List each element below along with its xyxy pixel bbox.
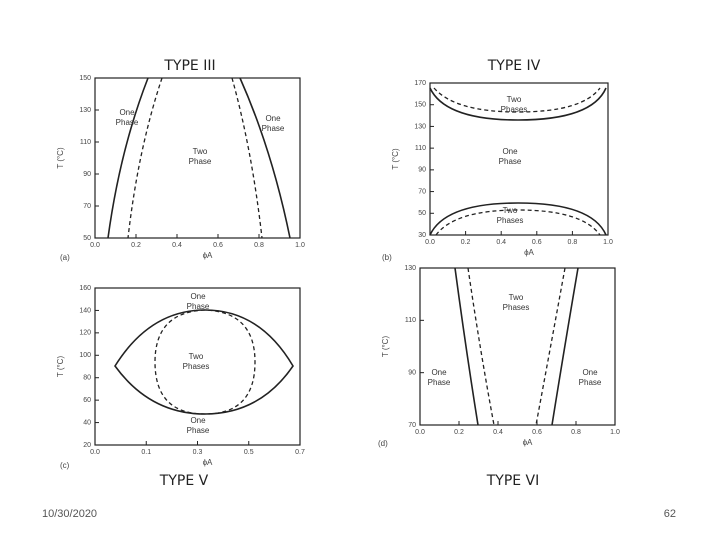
x-tick-label: 0.6 bbox=[532, 239, 542, 246]
y-axis-label: T (°C) bbox=[56, 147, 65, 169]
x-tick-label: 0.0 bbox=[90, 449, 100, 456]
curve bbox=[239, 77, 291, 239]
curve bbox=[454, 267, 479, 426]
panel-label: (d) bbox=[378, 439, 388, 448]
x-tick-label: 0.2 bbox=[454, 429, 464, 436]
y-tick-label: 90 bbox=[408, 370, 416, 377]
region-label: One Phase bbox=[262, 114, 285, 133]
panel-title: TYPE V bbox=[159, 473, 209, 489]
y-tick-label: 110 bbox=[415, 145, 426, 152]
y-tick-label: 120 bbox=[79, 330, 91, 337]
x-tick-label: 0.7 bbox=[295, 449, 305, 456]
y-tick-label: 110 bbox=[405, 317, 416, 324]
curve bbox=[429, 202, 607, 236]
y-tick-label: 70 bbox=[408, 422, 416, 429]
x-tick-label: 0.8 bbox=[254, 242, 264, 249]
x-tick-label: 1.0 bbox=[295, 242, 305, 249]
x-axis-label: ϕA bbox=[523, 438, 533, 447]
curve bbox=[435, 209, 601, 236]
curve bbox=[114, 309, 294, 415]
footer-page: 62 bbox=[664, 508, 676, 520]
region-label: Two Phases bbox=[497, 206, 524, 225]
x-tick-label: 0.2 bbox=[461, 239, 471, 246]
x-tick-label: 0.2 bbox=[131, 242, 141, 249]
curve bbox=[535, 267, 566, 426]
x-axis-label: ϕA bbox=[524, 248, 534, 257]
curve bbox=[107, 77, 149, 239]
plot-frame bbox=[419, 267, 616, 426]
x-tick-label: 0.6 bbox=[532, 429, 542, 436]
curve bbox=[154, 309, 256, 415]
y-tick-label: 90 bbox=[83, 171, 91, 178]
y-tick-label: 80 bbox=[83, 375, 91, 382]
y-axis-label: T (°C) bbox=[56, 356, 65, 378]
region-label: Two Phases bbox=[183, 352, 210, 371]
y-tick-label: 130 bbox=[414, 123, 426, 130]
panel-title: TYPE III bbox=[163, 58, 215, 74]
x-tick-label: 0.4 bbox=[493, 429, 503, 436]
x-axis-label: ϕA bbox=[203, 458, 213, 467]
region-label: One Phase bbox=[187, 292, 210, 311]
x-tick-label: 0.8 bbox=[571, 429, 581, 436]
x-tick-label: 0.1 bbox=[141, 449, 151, 456]
y-tick-label: 150 bbox=[79, 75, 91, 82]
region-label: One Phase bbox=[187, 416, 210, 435]
y-tick-label: 40 bbox=[83, 419, 91, 426]
region-label: One Phase bbox=[428, 368, 451, 387]
y-tick-label: 50 bbox=[418, 210, 426, 217]
region-label: Two Phases bbox=[501, 95, 528, 114]
x-tick-label: 0.3 bbox=[193, 449, 203, 456]
x-tick-label: 1.0 bbox=[603, 239, 613, 246]
region-label: Two Phase bbox=[189, 147, 212, 166]
curve bbox=[127, 77, 163, 239]
panel-title: TYPE IV bbox=[487, 58, 541, 74]
y-tick-label: 160 bbox=[79, 285, 91, 292]
y-tick-label: 150 bbox=[414, 102, 426, 109]
x-tick-label: 0.0 bbox=[90, 242, 100, 249]
y-tick-label: 100 bbox=[79, 352, 91, 359]
y-tick-label: 90 bbox=[418, 167, 426, 174]
x-tick-label: 0.0 bbox=[425, 239, 435, 246]
y-tick-label: 70 bbox=[83, 203, 91, 210]
y-tick-label: 110 bbox=[80, 139, 91, 146]
plot-frame bbox=[94, 77, 301, 239]
y-tick-label: 140 bbox=[79, 307, 91, 314]
region-label: Two Phases bbox=[503, 293, 530, 312]
x-tick-label: 0.0 bbox=[415, 429, 425, 436]
y-tick-label: 20 bbox=[83, 442, 91, 449]
curve bbox=[467, 267, 495, 426]
x-tick-label: 0.4 bbox=[496, 239, 506, 246]
panel-label: (b) bbox=[382, 253, 392, 262]
y-tick-label: 130 bbox=[79, 107, 91, 114]
y-axis-label: T (°C) bbox=[391, 148, 400, 170]
curve bbox=[551, 267, 579, 426]
x-tick-label: 0.5 bbox=[244, 449, 254, 456]
x-tick-label: 0.6 bbox=[213, 242, 223, 249]
region-label: One Phase bbox=[579, 368, 602, 387]
y-tick-label: 70 bbox=[418, 188, 426, 195]
x-tick-label: 1.0 bbox=[610, 429, 620, 436]
y-tick-label: 130 bbox=[404, 265, 416, 272]
curve bbox=[231, 77, 263, 239]
footer-date: 10/30/2020 bbox=[42, 508, 97, 520]
plot-frame bbox=[429, 82, 609, 236]
x-tick-label: 0.4 bbox=[172, 242, 182, 249]
y-tick-label: 60 bbox=[83, 397, 91, 404]
y-axis-label: T (°C) bbox=[381, 336, 390, 358]
region-label: One Phase bbox=[116, 108, 139, 127]
curves bbox=[107, 77, 607, 426]
y-tick-label: 50 bbox=[83, 235, 91, 242]
panel-label: (c) bbox=[60, 461, 70, 470]
y-tick-label: 170 bbox=[414, 80, 426, 87]
region-label: One Phase bbox=[499, 147, 522, 166]
x-axis-label: ϕA bbox=[203, 251, 213, 260]
curve bbox=[429, 87, 607, 121]
x-tick-label: 0.8 bbox=[568, 239, 578, 246]
panel-title: TYPE VI bbox=[486, 473, 540, 489]
y-tick-label: 30 bbox=[418, 232, 426, 239]
panel-label: (a) bbox=[60, 253, 70, 262]
